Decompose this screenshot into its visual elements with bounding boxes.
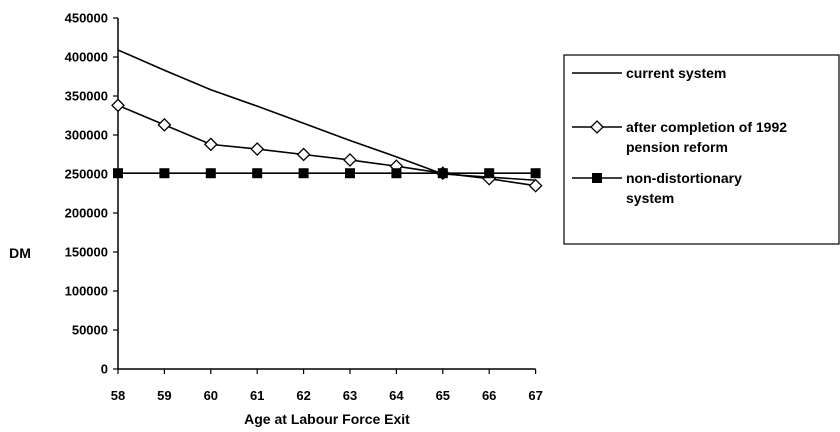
legend-label: current system [626, 65, 726, 81]
data-point [484, 168, 495, 179]
x-tick-label: 63 [343, 388, 357, 403]
y-tick-label: 300000 [65, 128, 108, 143]
data-point [437, 168, 448, 179]
data-point [345, 168, 355, 179]
x-tick-label: 67 [528, 388, 542, 403]
series-1 [117, 49, 536, 182]
data-point [528, 178, 543, 193]
x-tick-label: 61 [250, 388, 264, 403]
plot-area: 0 50000 100000 150000 200000 250000 300000 3500… [65, 11, 543, 404]
data-point [252, 168, 263, 179]
legend-label: after completion of 1992 [626, 119, 787, 135]
data-point [391, 168, 402, 179]
data-point [250, 142, 265, 156]
x-tick-label: 62 [296, 388, 310, 403]
x-axis-title: Age at Labour Force Exit [244, 411, 410, 427]
y-tick-label: 400000 [65, 50, 108, 65]
data-point [159, 168, 170, 179]
legend-box [563, 54, 840, 245]
series-line [117, 104, 536, 187]
data-point [111, 98, 125, 113]
data-point [203, 137, 218, 152]
data-point [296, 147, 311, 162]
y-tick-label: 350000 [65, 89, 108, 104]
y-tick-label: 250000 [65, 167, 108, 182]
legend-label: non-distortionary [626, 170, 742, 186]
data-point [205, 168, 216, 179]
legend-swatch-marker [592, 173, 602, 183]
legend-swatch-marker [590, 120, 604, 134]
y-tick-label: 50000 [72, 323, 108, 338]
data-point [530, 168, 541, 179]
series-3 [113, 168, 541, 179]
x-tick-label: 58 [111, 388, 125, 403]
legend-item-2: after completion of 1992 pension reform [572, 119, 787, 155]
y-tick-label: 150000 [65, 245, 108, 260]
legend-item-3: non-distortionary system [572, 170, 742, 206]
legend-label: pension reform [626, 139, 728, 155]
legend: current system after completion of 1992 pe… [563, 54, 840, 245]
x-tick-label: 66 [482, 388, 496, 403]
data-point [343, 153, 357, 167]
y-tick-label: 100000 [65, 284, 108, 299]
x-tick-label: 59 [157, 388, 171, 403]
data-point [298, 168, 309, 179]
x-tick-label: 64 [389, 388, 404, 403]
x-tick-label: 65 [436, 388, 450, 403]
x-tick-label: 60 [204, 388, 218, 403]
y-tick-label: 0 [101, 362, 108, 377]
series-2 [111, 98, 543, 193]
y-tick-label: 450000 [65, 11, 108, 26]
data-point [113, 168, 123, 179]
data-point [157, 117, 172, 132]
y-axis-title: DM [9, 245, 31, 261]
series-line [117, 49, 536, 182]
legend-item-1: current system [572, 65, 726, 81]
legend-label: system [626, 190, 674, 206]
y-tick-label: 200000 [65, 206, 108, 221]
